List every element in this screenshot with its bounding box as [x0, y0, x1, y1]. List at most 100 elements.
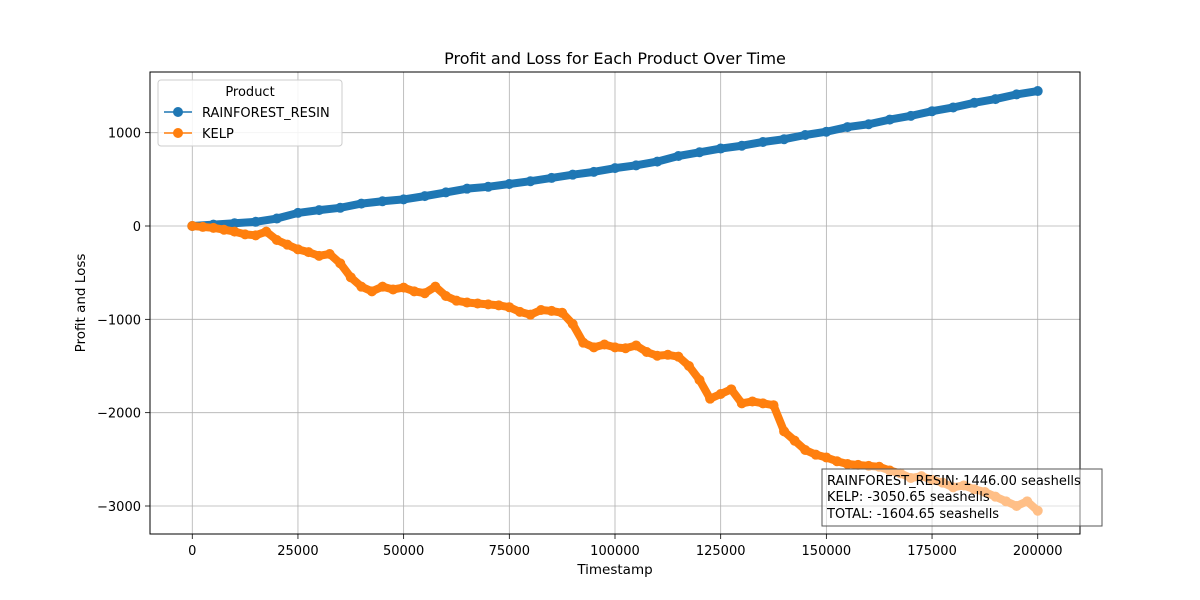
data-point-kelp [366, 286, 377, 297]
data-point-kelp [588, 342, 599, 353]
data-point-kelp [768, 400, 779, 411]
data-point-rainforest-resin [314, 205, 325, 216]
data-point-rainforest-resin [800, 130, 811, 140]
data-point-kelp [610, 342, 620, 353]
data-point-rainforest-resin [1032, 86, 1043, 97]
data-point-kelp [250, 230, 261, 241]
data-point-kelp [292, 244, 303, 255]
data-point-kelp [620, 343, 631, 354]
data-point-rainforest-resin [335, 202, 346, 213]
data-point-rainforest-resin [292, 207, 303, 218]
data-point-kelp [240, 229, 251, 240]
data-point-kelp [673, 351, 684, 362]
data-point-kelp [229, 226, 240, 237]
annotation-line-total: TOTAL: -1604.65 seashells [826, 507, 999, 522]
data-point-rainforest-resin [652, 156, 663, 167]
legend-label-rainforest-resin: RAINFOREST_RESIN [202, 106, 330, 121]
x-tick-label: 150000 [802, 544, 852, 559]
annotation-box [821, 468, 1103, 527]
data-point-kelp [419, 288, 430, 299]
x-axis: 0 25000 50000 75000 100000 125000 150000 175000… [188, 534, 1063, 559]
legend-title: Product [225, 85, 274, 100]
data-point-kelp [409, 286, 420, 297]
data-point-kelp [662, 349, 673, 360]
chart-title: Profit and Loss for Each Product Over Ti… [444, 49, 786, 68]
data-point-rainforest-resin [694, 147, 705, 158]
y-axis: −3000 −2000 −1000 0 1000 [97, 127, 150, 515]
data-point-rainforest-resin [567, 169, 578, 180]
data-point-kelp [324, 249, 335, 259]
data-point-kelp [567, 319, 578, 329]
data-point-rainforest-resin [546, 172, 557, 183]
data-point-kelp [514, 306, 525, 317]
data-point-rainforest-resin [398, 194, 409, 205]
data-point-kelp [800, 445, 811, 455]
data-point-kelp [187, 221, 198, 231]
data-point-kelp [747, 396, 758, 407]
data-point-kelp [451, 295, 462, 306]
data-point-kelp [430, 281, 441, 292]
data-point-rainforest-resin [1011, 89, 1022, 100]
data-point-kelp [218, 224, 229, 235]
data-point-kelp [631, 340, 642, 351]
data-point-rainforest-resin [483, 181, 494, 192]
data-point-kelp [705, 393, 716, 404]
legend-marker-rainforest-resin [173, 107, 183, 117]
x-tick-label: 50000 [383, 544, 424, 559]
data-point-rainforest-resin [229, 218, 240, 229]
data-point-rainforest-resin [419, 191, 430, 202]
data-point-kelp [546, 305, 557, 316]
y-tick-label: 1000 [108, 127, 141, 142]
data-point-kelp [356, 281, 367, 292]
data-point-rainforest-resin [250, 216, 261, 227]
data-point-kelp [810, 449, 821, 460]
data-point-kelp [462, 297, 473, 308]
data-point-kelp [831, 456, 842, 467]
data-point-rainforest-resin [779, 134, 790, 145]
data-point-rainforest-resin [948, 102, 959, 113]
data-point-kelp [536, 305, 547, 315]
x-tick-label: 125000 [696, 544, 746, 559]
legend-entry-kelp: KELP [164, 127, 234, 142]
data-point-rainforest-resin [927, 106, 938, 117]
y-tick-label: 0 [133, 220, 141, 235]
data-point-kelp [842, 459, 853, 469]
annotation-line-kelp: KELP: -3050.65 seashells [827, 490, 990, 505]
data-point-kelp [314, 250, 325, 261]
x-axis-title: Timestamp [576, 562, 652, 578]
legend-entry-rainforest-resin: RAINFOREST_RESIN [164, 106, 330, 121]
legend: Product RAINFOREST_RESIN KELP [157, 79, 343, 147]
data-point-rainforest-resin [631, 160, 642, 171]
legend-box [157, 79, 343, 147]
data-point-kelp [472, 298, 483, 309]
data-point-rainforest-resin [271, 213, 282, 224]
data-point-rainforest-resin [610, 163, 620, 174]
x-tick-label: 75000 [489, 544, 530, 559]
data-point-kelp [652, 350, 663, 361]
data-point-rainforest-resin [842, 122, 853, 133]
data-point-kelp [863, 460, 874, 471]
data-point-rainforest-resin [356, 198, 367, 209]
data-point-kelp [493, 300, 504, 311]
data-point-kelp [525, 309, 536, 320]
data-point-kelp [345, 272, 356, 283]
data-point-rainforest-resin [440, 187, 451, 198]
data-point-kelp [388, 284, 399, 295]
data-point-rainforest-resin [673, 151, 684, 161]
data-point-kelp [261, 226, 272, 237]
x-tick-label: 0 [188, 544, 196, 559]
data-point-kelp [641, 347, 652, 357]
legend-marker-kelp [173, 128, 183, 138]
legend-label-kelp: KELP [202, 127, 234, 142]
data-point-kelp [683, 361, 694, 371]
data-point-kelp [736, 398, 747, 409]
data-point-kelp [282, 239, 293, 250]
data-point-rainforest-resin [757, 137, 768, 147]
data-point-rainforest-resin [504, 179, 515, 189]
x-tick-label: 175000 [907, 544, 957, 559]
data-point-kelp [853, 459, 864, 470]
data-point-kelp [557, 307, 568, 318]
y-tick-label: −1000 [97, 313, 141, 328]
data-point-rainforest-resin [990, 94, 1001, 105]
y-tick-label: −3000 [97, 500, 141, 515]
